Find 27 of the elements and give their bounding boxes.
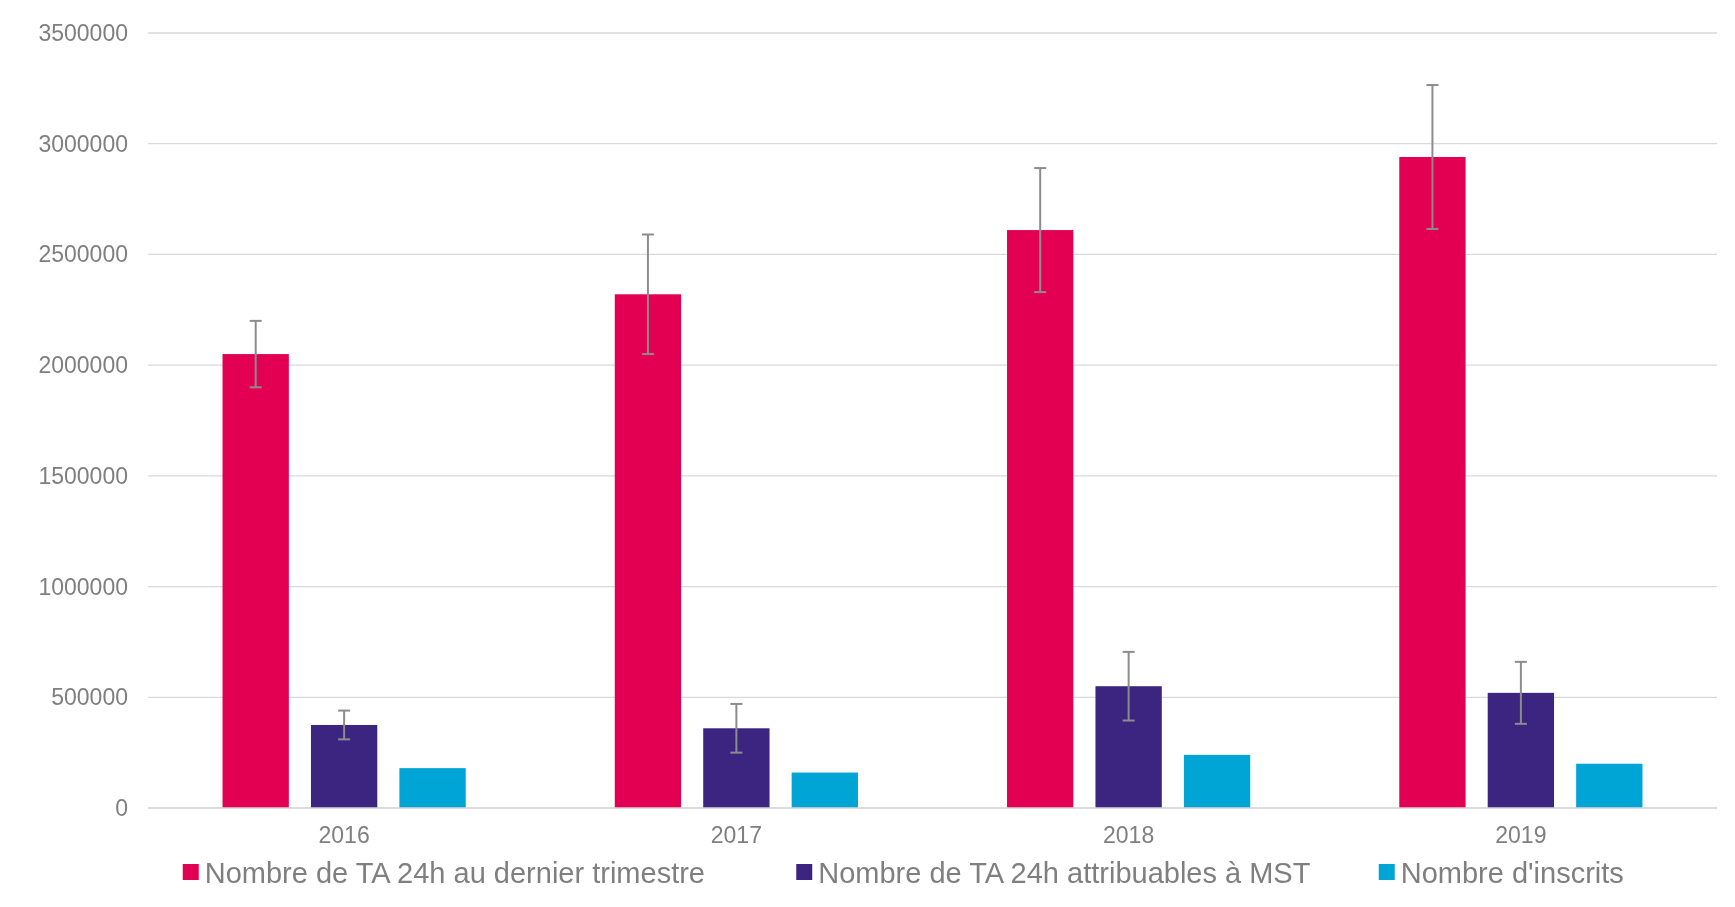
y-tick-label: 1500000 (38, 462, 128, 489)
legend-label: Nombre de TA 24h au dernier trimestre (204, 857, 705, 890)
bar (1095, 686, 1162, 808)
bar (614, 294, 682, 808)
y-tick-label: 3000000 (38, 130, 128, 157)
bar (1487, 692, 1555, 808)
x-tick-label: 2016 (318, 822, 370, 848)
bar (399, 768, 466, 808)
bar (1183, 754, 1251, 808)
bar (1007, 230, 1074, 808)
x-tick-label: 2017 (710, 822, 762, 848)
y-tick-label: 2500000 (38, 241, 128, 268)
bar (222, 354, 289, 808)
x-tick-label: 2018 (1103, 822, 1155, 848)
bar (791, 772, 858, 808)
y-tick-label: 2000000 (38, 352, 128, 379)
y-tick-label: 3500000 (38, 20, 128, 47)
legend-label: Nombre d'inscrits (1400, 857, 1624, 890)
bar (703, 728, 770, 808)
y-tick-label: 0 (115, 795, 128, 822)
bar (1576, 763, 1643, 808)
bar (310, 724, 378, 808)
bar (1399, 157, 1466, 808)
y-tick-label: 1000000 (38, 573, 128, 600)
y-tick-label: 500000 (51, 684, 128, 711)
x-tick-label: 2019 (1495, 822, 1547, 848)
legend-label: Nombre de TA 24h attribuables à MST (818, 857, 1311, 890)
